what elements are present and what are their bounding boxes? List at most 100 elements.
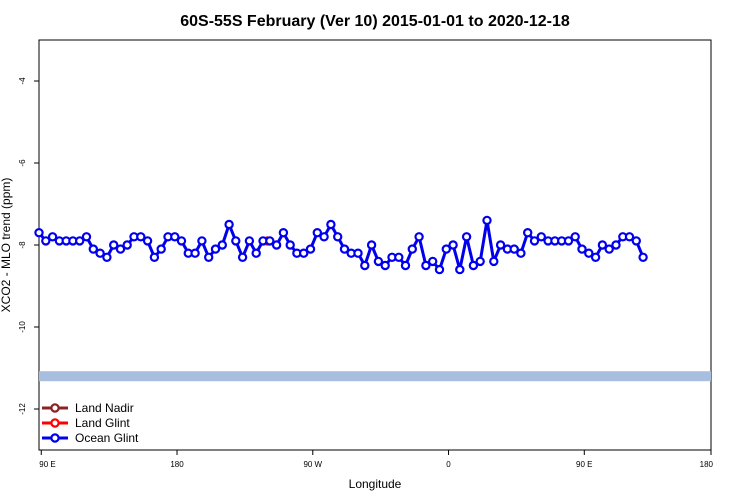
data-point <box>529 236 540 246</box>
data-point <box>489 256 499 267</box>
data-point <box>631 236 642 246</box>
legend-item-ocean-glint: Ocean Glint <box>42 431 139 445</box>
data-point <box>509 244 519 254</box>
data-point <box>611 240 621 250</box>
data-point <box>624 232 635 242</box>
data-point <box>237 252 248 262</box>
data-point <box>536 232 547 242</box>
data-point <box>102 252 112 262</box>
x-tick-label: 90 W <box>303 460 322 469</box>
data-point <box>244 236 255 246</box>
x-tick-label: 180 <box>170 460 184 469</box>
data-point <box>217 240 227 250</box>
data-point <box>455 264 465 275</box>
data-point <box>81 232 92 242</box>
x-tick-label: 90 E <box>39 460 55 469</box>
data-point <box>638 252 648 262</box>
data-point <box>333 232 343 242</box>
legend-marker <box>50 433 60 443</box>
data-point <box>434 264 445 275</box>
data-point <box>326 219 336 230</box>
data-point <box>394 252 404 262</box>
reference-band-bar <box>39 371 711 382</box>
data-point <box>441 244 451 254</box>
reference-band <box>39 371 711 382</box>
series-layer <box>34 215 648 275</box>
data-point <box>366 240 377 250</box>
data-point <box>136 232 146 242</box>
legend-label: Ocean Glint <box>75 431 139 445</box>
data-point <box>149 252 160 262</box>
y-tick-label: -12 <box>18 403 27 415</box>
x-tick-label: 180 <box>700 460 714 469</box>
data-point <box>176 236 187 246</box>
data-point <box>34 227 44 238</box>
data-point <box>407 244 417 254</box>
data-point <box>108 240 119 250</box>
x-axis: 90 E 180 90 W 0 90 E 180 <box>39 450 714 469</box>
data-point <box>475 256 485 267</box>
data-point <box>122 240 132 250</box>
data-point <box>203 252 214 262</box>
x-axis-title: Longitude <box>349 477 402 491</box>
data-point <box>47 232 58 242</box>
data-point <box>516 248 526 258</box>
data-point <box>339 244 350 254</box>
data-point <box>495 240 506 250</box>
data-point <box>95 248 105 258</box>
series-ocean-glint <box>34 215 648 275</box>
data-point <box>360 260 370 271</box>
y-axis: -4 -6 -8 -10 -12 <box>18 77 39 415</box>
data-point <box>285 240 295 250</box>
y-tick-label: -4 <box>18 77 27 85</box>
data-point <box>373 256 384 267</box>
data-point <box>468 260 479 271</box>
y-axis-title: XCO2 - MLO trend (ppm) <box>0 178 13 313</box>
data-point <box>41 236 51 246</box>
data-point <box>353 248 363 258</box>
data-point <box>380 260 390 271</box>
data-point <box>421 260 431 271</box>
legend-label: Land Glint <box>75 416 130 430</box>
y-tick-label: -8 <box>18 241 27 249</box>
data-point <box>265 236 275 246</box>
data-point <box>271 240 282 250</box>
data-point <box>299 248 309 258</box>
data-point <box>210 244 221 254</box>
data-point <box>400 260 411 271</box>
data-point <box>251 248 261 258</box>
data-point <box>590 252 601 262</box>
data-point <box>74 236 85 246</box>
data-point <box>190 248 200 258</box>
data-point <box>170 232 180 242</box>
legend-item-land-glint: Land Glint <box>42 416 130 430</box>
data-point <box>448 240 458 250</box>
data-point <box>563 236 574 246</box>
data-point <box>414 232 424 242</box>
data-point <box>115 244 126 254</box>
legend-marker <box>50 418 60 428</box>
data-point <box>312 227 322 238</box>
data-point <box>278 227 289 238</box>
data-point <box>597 240 608 250</box>
x-tick-label: 90 E <box>576 460 592 469</box>
data-point <box>224 219 234 230</box>
data-point <box>523 227 533 238</box>
data-point <box>604 244 614 254</box>
y-tick-label: -6 <box>18 159 27 167</box>
data-point <box>305 244 316 254</box>
data-point <box>88 244 99 254</box>
data-point <box>482 215 492 226</box>
data-point <box>142 236 153 246</box>
legend-label: Land Nadir <box>75 401 134 415</box>
data-point <box>428 256 438 267</box>
y-tick-label: -10 <box>18 321 27 333</box>
data-point <box>577 244 587 254</box>
data-point <box>461 232 472 242</box>
chart-title: 60S-55S February (Ver 10) 2015-01-01 to … <box>180 13 570 30</box>
data-point <box>570 232 580 242</box>
data-point <box>319 232 329 242</box>
x-tick-label: 0 <box>446 460 451 469</box>
data-point <box>197 236 207 246</box>
